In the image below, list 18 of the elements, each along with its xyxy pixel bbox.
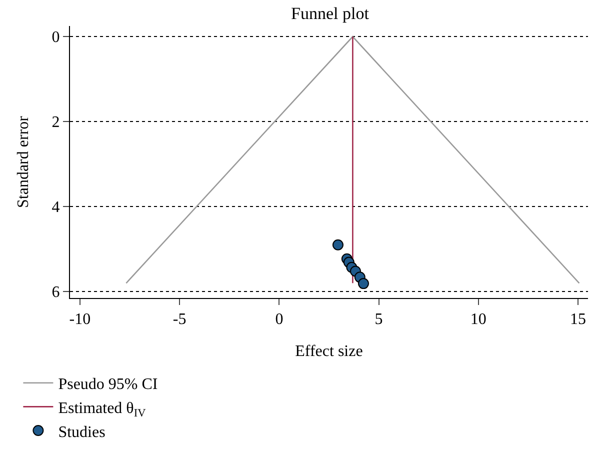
chart-title: Funnel plot <box>291 4 370 23</box>
legend-label: Estimated θ$_{IV}$ <box>58 400 146 420</box>
x-tick-label: 0 <box>275 311 284 328</box>
legend-label: Pseudo 95% CI <box>58 376 158 394</box>
legend-label: Studies <box>58 424 106 441</box>
point <box>358 278 369 290</box>
y-tick-label: 0 <box>52 29 60 46</box>
y-tick-label: 2 <box>52 114 60 132</box>
point <box>332 239 344 250</box>
x-tick-label: 5 <box>374 311 383 328</box>
x-tick-label: -5 <box>172 311 186 328</box>
x-tick-label: 10 <box>470 311 486 328</box>
x-tick-label: 15 <box>570 311 586 328</box>
x-axis-title: Effect size <box>295 343 363 360</box>
y-tick-label: 6 <box>52 284 60 302</box>
y-tick-label: 4 <box>52 199 60 216</box>
x-tick-label: -10 <box>69 311 91 328</box>
y-axis-title: Standard error <box>15 115 32 208</box>
